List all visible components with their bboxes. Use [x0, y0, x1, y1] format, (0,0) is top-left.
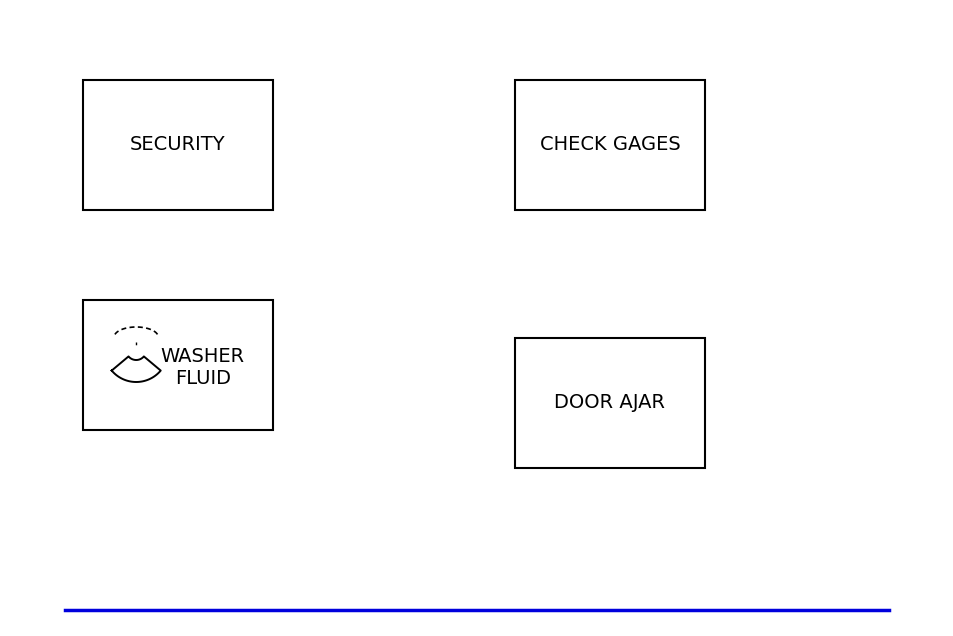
Bar — [83, 80, 273, 210]
Text: DOOR AJAR: DOOR AJAR — [554, 394, 665, 413]
Text: SECURITY: SECURITY — [130, 135, 226, 155]
Text: FLUID: FLUID — [174, 370, 231, 389]
Text: CHECK GAGES: CHECK GAGES — [539, 135, 679, 155]
Bar — [515, 80, 704, 210]
Bar — [515, 338, 704, 468]
Text: WASHER: WASHER — [160, 347, 245, 366]
Bar — [83, 300, 273, 430]
